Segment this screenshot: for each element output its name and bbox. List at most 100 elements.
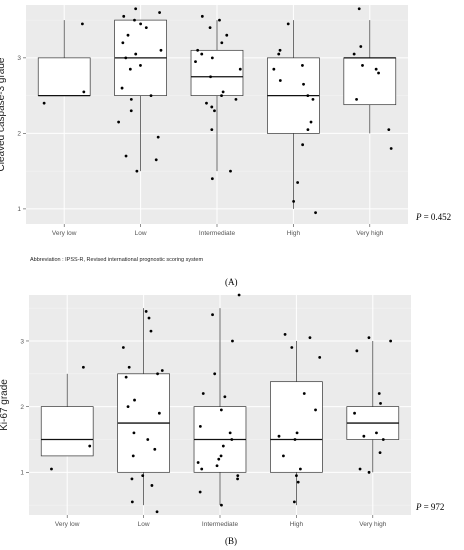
data-point xyxy=(230,438,234,441)
data-point xyxy=(236,477,239,481)
data-point xyxy=(292,199,296,203)
x-tick-label-low: Low xyxy=(135,230,147,237)
data-point xyxy=(82,90,86,94)
x-tick-label-very-high: Very high xyxy=(359,521,386,528)
data-point xyxy=(130,477,134,481)
data-point xyxy=(50,467,53,471)
data-point xyxy=(122,14,126,18)
data-point xyxy=(218,18,221,22)
data-point xyxy=(308,336,312,340)
x-tick-label-very-low: Very low xyxy=(52,230,77,237)
y-tick-label: 3 xyxy=(17,55,21,62)
data-point xyxy=(124,375,128,379)
data-point xyxy=(298,467,302,471)
data-point xyxy=(139,22,143,26)
data-point xyxy=(277,52,281,56)
data-point xyxy=(228,431,232,435)
x-tick-label-very-high: Very high xyxy=(356,230,383,237)
data-point xyxy=(133,398,136,402)
x-tick-label-high: High xyxy=(290,521,304,528)
box-high xyxy=(270,381,323,473)
p-value-text: = 972 xyxy=(424,502,445,512)
p-value-symbol: P xyxy=(415,212,424,222)
data-point xyxy=(146,438,150,441)
data-point xyxy=(379,401,382,405)
data-point xyxy=(201,392,205,395)
y-tick-label: 1 xyxy=(20,470,24,477)
data-point xyxy=(352,52,356,56)
data-point xyxy=(198,490,202,494)
y-axis-label: Ki-67 grade xyxy=(0,379,10,431)
data-point xyxy=(318,355,322,359)
data-point xyxy=(234,97,238,101)
data-point xyxy=(381,438,385,441)
data-point xyxy=(314,211,317,215)
data-point xyxy=(301,64,304,67)
data-point xyxy=(387,128,391,132)
y-tick-label: 1 xyxy=(17,206,21,213)
data-point xyxy=(217,457,221,461)
p-value-text: = 0.452 xyxy=(424,212,452,222)
data-point xyxy=(200,14,204,18)
data-point xyxy=(160,369,164,372)
data-point xyxy=(154,158,158,162)
data-point xyxy=(277,434,281,438)
data-point xyxy=(80,22,84,26)
data-point xyxy=(213,372,217,376)
chart-a: 1 2 3 Very low Low Intermediate High Very high C… xyxy=(0,5,451,237)
data-point xyxy=(133,18,136,22)
data-point xyxy=(272,67,276,71)
data-point xyxy=(295,431,299,435)
data-point xyxy=(158,11,161,14)
data-point xyxy=(290,346,294,349)
y-axis-label: Cleaved caspase-3 grade xyxy=(0,57,7,171)
data-point xyxy=(200,52,204,56)
data-point xyxy=(231,339,234,343)
data-point xyxy=(121,41,125,45)
data-point xyxy=(132,431,136,435)
data-point xyxy=(81,365,85,369)
data-point xyxy=(144,26,148,30)
data-point xyxy=(229,169,232,173)
data-point xyxy=(159,48,163,52)
x-tick-label-very-low: Very low xyxy=(55,521,80,528)
data-point xyxy=(355,97,358,101)
data-point xyxy=(198,424,202,428)
data-point xyxy=(302,392,306,395)
data-point xyxy=(282,454,285,458)
data-point xyxy=(286,22,290,26)
data-point xyxy=(88,444,92,448)
data-point xyxy=(223,395,227,399)
x-tick-label-intermediate: Intermediate xyxy=(199,230,236,237)
data-point xyxy=(355,349,359,353)
data-point xyxy=(124,154,128,158)
data-point xyxy=(208,26,212,30)
panel-label-a: (A) xyxy=(225,277,238,287)
data-point xyxy=(205,101,208,105)
data-point xyxy=(362,434,366,438)
data-point xyxy=(225,33,229,37)
abbreviation-note: Abbreviation : IPSS-R, Revised internati… xyxy=(30,257,204,263)
data-point xyxy=(219,408,223,412)
data-point xyxy=(153,447,157,451)
data-point xyxy=(359,45,363,48)
data-point xyxy=(238,67,242,71)
data-point xyxy=(374,67,378,71)
data-point xyxy=(156,135,160,139)
data-point xyxy=(149,329,153,333)
data-point xyxy=(237,293,241,297)
data-point xyxy=(377,71,380,75)
panel-label-b: (B) xyxy=(225,536,237,546)
x-tick-label-low: Low xyxy=(138,521,150,528)
data-point xyxy=(210,105,214,109)
x-tick-label-intermediate: Intermediate xyxy=(202,521,239,528)
data-point xyxy=(155,510,159,514)
data-point xyxy=(378,451,382,455)
data-point xyxy=(221,444,225,448)
p-value-annotation: P = 972 xyxy=(415,502,444,512)
data-point xyxy=(361,64,364,67)
data-point xyxy=(302,82,305,86)
data-point xyxy=(389,339,393,343)
data-point xyxy=(131,454,135,458)
data-point xyxy=(221,90,225,94)
